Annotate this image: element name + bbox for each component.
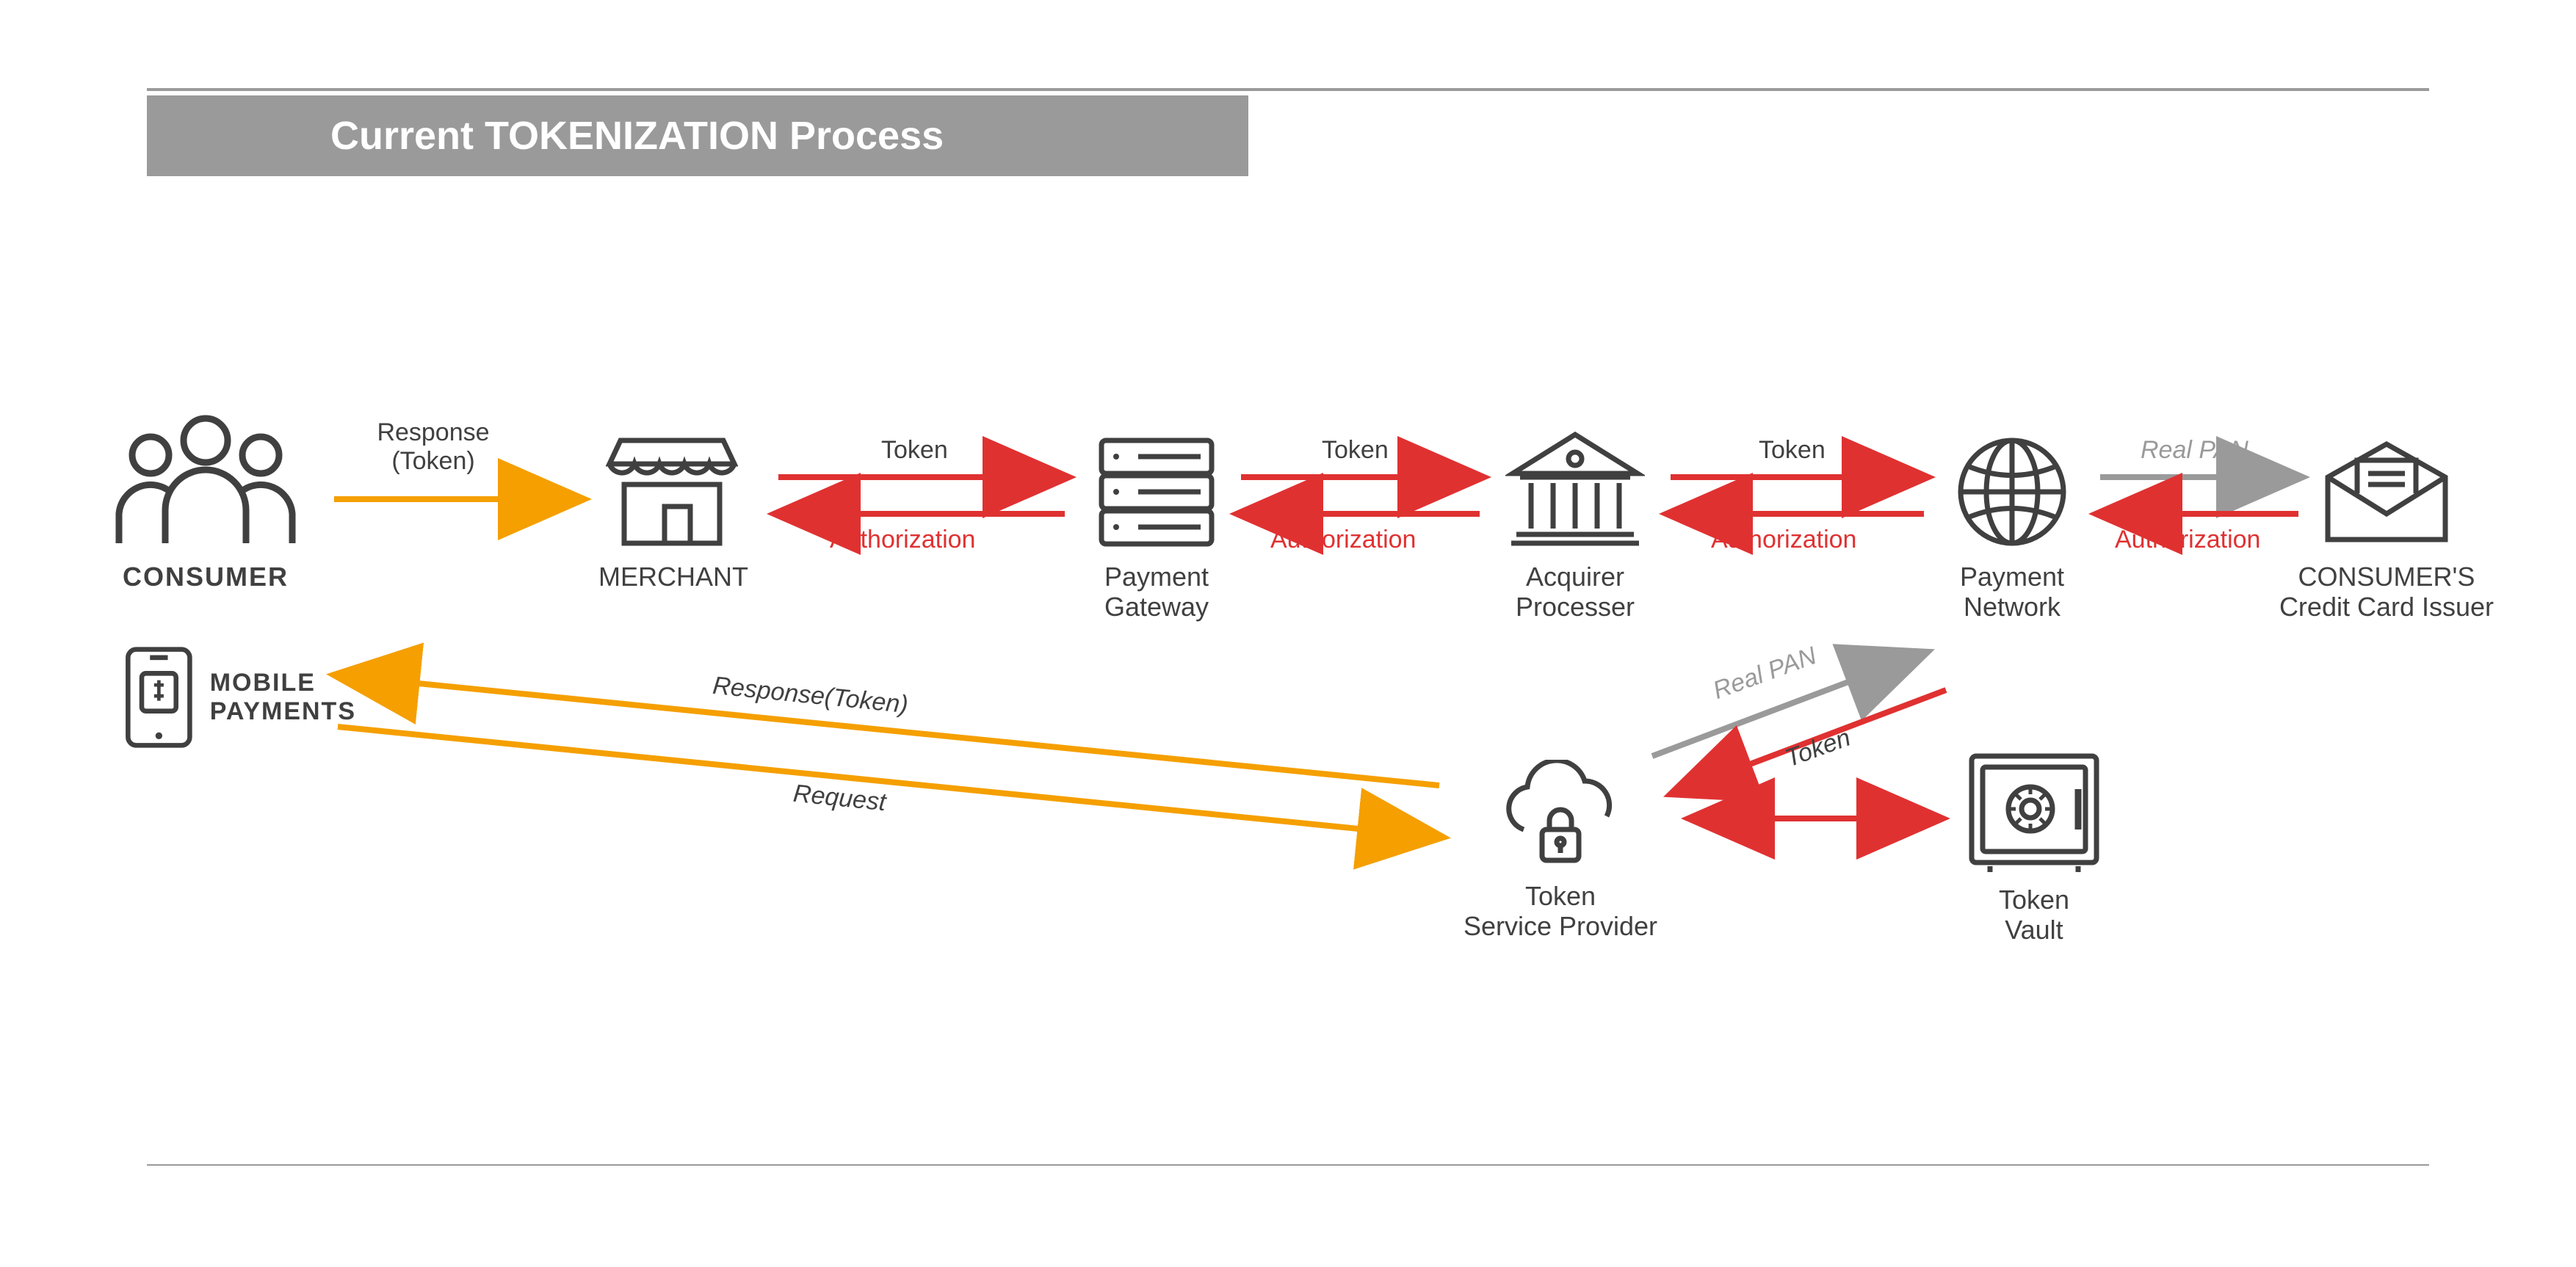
- node-payment-gateway-label1: Payment: [1083, 562, 1230, 592]
- node-acquirer-label1: Acquirer: [1494, 562, 1656, 592]
- node-acquirer-label2: Processer: [1494, 592, 1656, 622]
- node-token-vault: Token Vault: [1961, 749, 2108, 945]
- node-acquirer-processer: Acquirer Processer: [1494, 426, 1656, 622]
- envelope-icon: [2317, 433, 2456, 551]
- node-credit-card-issuer: CONSUMER'S Credit Card Issuer: [2265, 433, 2508, 622]
- node-payment-network-label1: Payment: [1942, 562, 2082, 592]
- node-consumer-label: CONSUMER: [110, 562, 301, 592]
- node-token-service-provider: Token Service Provider: [1458, 760, 1663, 942]
- cloud-lock-icon: [1487, 760, 1634, 870]
- node-merchant-label: MERCHANT: [598, 562, 745, 592]
- label-auth-1: Authorization: [830, 526, 975, 554]
- bank-icon: [1505, 426, 1645, 551]
- label-token-2: Token: [1322, 436, 1389, 465]
- node-vault-label1: Token: [1961, 885, 2108, 915]
- globe-icon: [1953, 433, 2071, 551]
- vault-icon: [1964, 749, 2104, 874]
- storefront-icon: [606, 426, 738, 551]
- label-request: Request: [792, 780, 887, 817]
- mobile-payments-icon: [121, 639, 197, 756]
- node-vault-label2: Vault: [1961, 915, 2108, 945]
- arrow-consumer-tsp-request: [338, 727, 1439, 837]
- label-realpan-2: Real PAN: [1710, 642, 1820, 705]
- node-tsp-label1: Token: [1458, 881, 1663, 911]
- node-payment-network: Payment Network: [1942, 433, 2082, 622]
- label-auth-4: Authorization: [2115, 526, 2260, 554]
- node-mobile-payments-label2: PAYMENTS: [210, 697, 356, 726]
- label-response-token1: Response (Token): [360, 418, 507, 476]
- server-icon: [1094, 433, 1219, 551]
- diagram-canvas: CONSUMER MOBILE PAYMENTS: [0, 0, 2576, 1267]
- node-issuer-label1: CONSUMER'S: [2265, 562, 2508, 592]
- node-issuer-label2: Credit Card Issuer: [2265, 592, 2508, 622]
- node-payment-gateway-label2: Gateway: [1083, 592, 1230, 622]
- node-merchant: MERCHANT: [598, 426, 745, 592]
- label-token-4: Token: [1781, 724, 1854, 774]
- label-response-token1-l2: (Token): [360, 447, 507, 476]
- node-mobile-payments-label1: MOBILE: [210, 669, 356, 697]
- label-auth-3: Authorization: [1711, 526, 1856, 554]
- node-payment-network-label2: Network: [1942, 592, 2082, 622]
- label-response-token2: Response(Token): [712, 672, 910, 719]
- people-icon: [110, 411, 301, 551]
- label-token-1: Token: [881, 436, 948, 465]
- node-payment-gateway: Payment Gateway: [1083, 433, 1230, 622]
- arrows-layer: [0, 0, 2576, 1267]
- label-auth-2: Authorization: [1270, 526, 1416, 554]
- label-response-token1-l1: Response: [360, 418, 507, 447]
- node-tsp-label2: Service Provider: [1458, 911, 1663, 941]
- label-token-3: Token: [1759, 436, 1826, 465]
- node-consumer: CONSUMER: [110, 411, 301, 592]
- label-realpan-1: Real PAN: [2141, 436, 2248, 465]
- node-mobile-payments: MOBILE PAYMENTS: [121, 639, 356, 756]
